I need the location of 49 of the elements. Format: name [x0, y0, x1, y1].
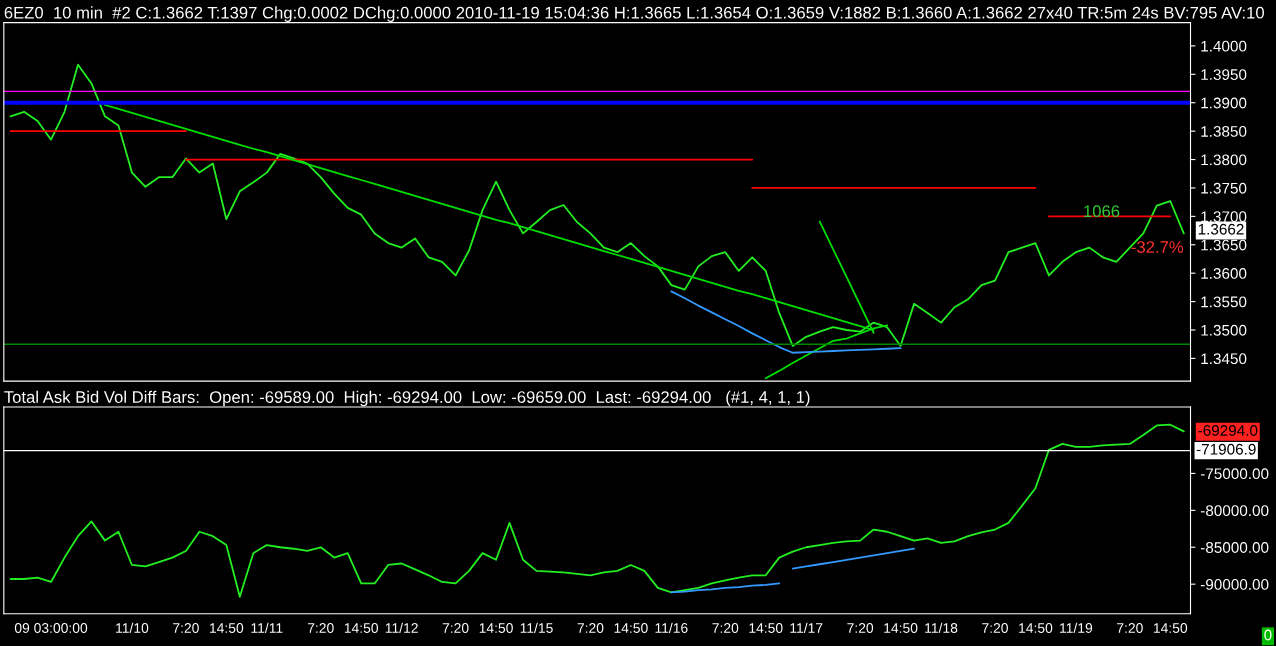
x-tick-label: 7:20: [307, 623, 334, 633]
x-tick-label: 7:20: [847, 623, 874, 633]
annotation: -32.7%: [1131, 241, 1184, 253]
x-tick-label: 11/16: [655, 622, 688, 633]
y-tick-label: -85000.00: [1200, 542, 1269, 553]
chart-title: 6EZ0 10 min #2 C:1.3662 T:1397 Chg:0.0002 DChg:0.0000 2010-11-19 15:04:36 H:1.3665 L:1.3654 O:1.3659 V:1882 B:1.3660 A:1.3662 27x40 TR:5m 24s BV:795 AV:10: [4, 6, 1264, 22]
x-tick-label: 09 03:00:00: [14, 623, 88, 633]
y-tick-label: 1.3650: [1201, 239, 1247, 251]
x-tick-label: 14:50: [344, 623, 379, 633]
x-tick-label: 14:50: [884, 623, 918, 633]
x-tick-label: 14:50: [614, 623, 648, 633]
x-tick-label: 11/12: [385, 622, 418, 633]
x-tick-label: 11/10: [116, 622, 149, 633]
annotation: 1066: [1084, 205, 1120, 218]
x-tick-label: 11/19: [1060, 622, 1093, 633]
y-tick-label: 1.3850: [1201, 126, 1247, 137]
y-tick-label: 1.3900: [1201, 97, 1247, 109]
text: 0: [1264, 629, 1272, 641]
x-tick-label: 14:50: [1153, 623, 1188, 633]
text: 1.3662: [1198, 223, 1244, 235]
x-tick-label: 14:50: [749, 623, 783, 633]
x-tick-label: 11/11: [251, 622, 283, 633]
y-tick-label: 1.3450: [1201, 353, 1247, 365]
x-tick-label: 7:20: [1117, 623, 1143, 633]
x-tick-label: 11/17: [790, 622, 823, 633]
x-tick-label: 11/18: [925, 622, 958, 633]
x-tick-label: 14:50: [210, 623, 244, 633]
y-tick-label: -75000.00: [1200, 468, 1269, 480]
y-tick-label: -80000.00: [1200, 505, 1269, 517]
x-tick-label: 14:50: [479, 623, 513, 633]
x-tick-label: 7:20: [577, 623, 604, 633]
y-tick-label: 1.3600: [1201, 268, 1247, 279]
x-tick-label: 7:20: [982, 623, 1008, 633]
y-tick-label: 1.4000: [1201, 40, 1247, 52]
ref-line-label: -71906.9: [1196, 443, 1256, 455]
text: -69294.0: [1198, 425, 1258, 436]
chart-title: Total Ask Bid Vol Diff Bars: Open: -69589.00 High: -69294.00 Low: -69659.00 Last: -69294.00 (#1, 4, 1, 1): [4, 390, 810, 407]
y-tick-label: -90000.00: [1200, 579, 1269, 590]
y-tick-label: 1.3500: [1201, 324, 1247, 336]
y-tick-label: 1.3950: [1201, 69, 1247, 80]
y-tick-label: 1.3750: [1201, 182, 1247, 194]
y-tick-label: 1.3800: [1201, 154, 1247, 166]
x-tick-label: 7:20: [712, 623, 739, 633]
y-tick-label: 1.3550: [1201, 296, 1247, 308]
x-tick-label: 14:50: [1019, 623, 1053, 633]
y-tick-label: 1.3700: [1201, 211, 1247, 223]
x-tick-label: 11/15: [520, 622, 553, 633]
x-tick-label: 7:20: [173, 623, 199, 633]
x-tick-label: 7:20: [442, 623, 469, 633]
